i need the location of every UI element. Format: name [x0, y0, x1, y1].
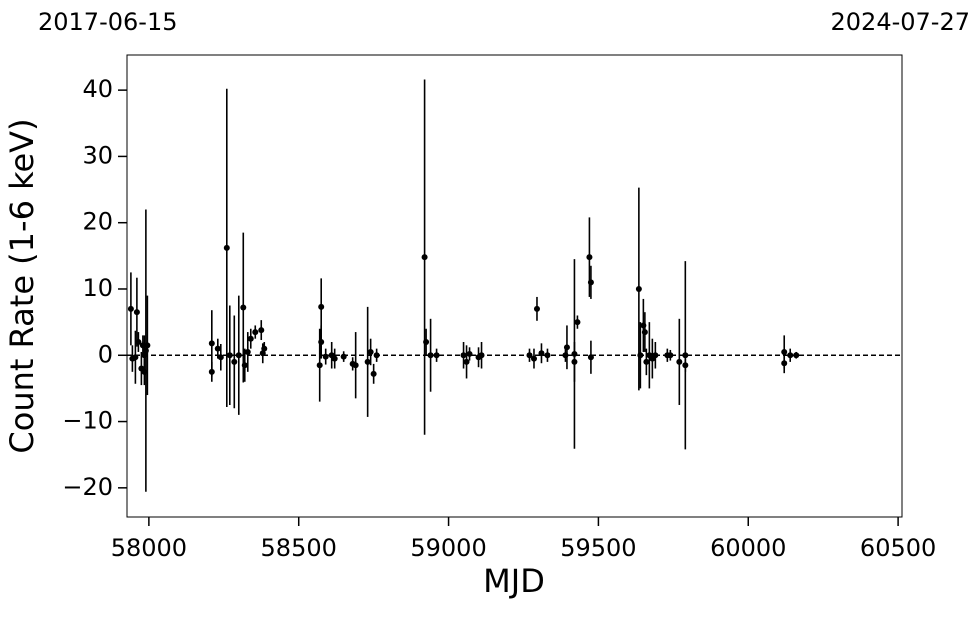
data-point	[135, 339, 142, 346]
data-point	[574, 319, 581, 326]
data-point	[244, 348, 251, 355]
data-point	[526, 352, 533, 359]
data-point	[781, 360, 788, 367]
data-point	[587, 354, 594, 361]
data-point	[571, 358, 578, 365]
data-point	[127, 305, 134, 312]
data-point	[226, 352, 233, 359]
y-tick-label: 20	[82, 208, 113, 236]
data-point	[544, 352, 551, 359]
x-tick-label: 60000	[710, 534, 786, 562]
data-point	[637, 352, 644, 359]
y-axis-label: Count Rate (1-6 keV)	[3, 118, 41, 453]
data-point	[478, 352, 485, 359]
data-point	[635, 285, 642, 292]
data-point	[421, 254, 428, 261]
data-point	[538, 350, 545, 357]
data-point	[586, 254, 593, 261]
data-point	[530, 355, 537, 362]
data-point	[223, 244, 230, 251]
start-date-label: 2017-06-15	[38, 8, 177, 36]
data-point	[373, 352, 380, 359]
data-point	[316, 362, 323, 369]
x-tick-label: 58500	[261, 534, 337, 562]
x-axis-label: MJD	[483, 562, 545, 600]
data-point	[144, 342, 151, 349]
data-point	[208, 368, 215, 375]
y-tick-label: −10	[62, 407, 113, 435]
x-tick-label: 60500	[860, 534, 936, 562]
data-point	[787, 352, 794, 359]
data-point	[587, 279, 594, 286]
y-tick-label: 30	[82, 141, 113, 169]
end-date-label: 2024-07-27	[831, 8, 970, 36]
data-point	[132, 354, 139, 361]
x-tick-label: 58000	[111, 534, 187, 562]
data-point	[427, 352, 434, 359]
x-tick-label: 59000	[410, 534, 486, 562]
data-point	[258, 327, 265, 334]
x-tick-label: 59500	[560, 534, 636, 562]
y-tick-label: 0	[98, 340, 113, 368]
data-point	[208, 340, 215, 347]
data-point	[533, 305, 540, 312]
data-point	[781, 348, 788, 355]
data-point	[214, 345, 221, 352]
data-point	[235, 352, 242, 359]
data-point	[563, 344, 570, 351]
data-point	[318, 339, 325, 346]
data-point	[667, 352, 674, 359]
plot-frame	[126, 54, 903, 518]
data-point	[460, 352, 467, 359]
data-point	[682, 362, 689, 369]
data-point	[133, 309, 140, 316]
data-point	[367, 348, 374, 355]
data-point	[247, 335, 254, 342]
y-tick-label: 40	[82, 75, 113, 103]
data-point	[676, 358, 683, 365]
data-point	[463, 358, 470, 365]
data-point	[652, 352, 659, 359]
data-point	[370, 370, 377, 377]
data-point	[217, 354, 224, 361]
data-point	[423, 339, 430, 346]
data-point	[364, 358, 371, 365]
data-point	[318, 303, 325, 310]
data-point	[252, 329, 259, 336]
data-point	[231, 358, 238, 365]
y-tick-label: −20	[62, 473, 113, 501]
data-point	[241, 362, 248, 369]
data-point	[433, 352, 440, 359]
data-point	[682, 352, 689, 359]
data-point	[322, 353, 329, 360]
data-point	[331, 355, 338, 362]
data-point	[643, 358, 650, 365]
data-point	[340, 353, 347, 360]
data-point	[352, 362, 359, 369]
data-point	[240, 304, 247, 311]
data-point	[641, 329, 648, 336]
data-point	[466, 350, 473, 357]
data-point	[793, 352, 800, 359]
y-tick-label: 10	[82, 274, 113, 302]
data-point	[261, 345, 268, 352]
